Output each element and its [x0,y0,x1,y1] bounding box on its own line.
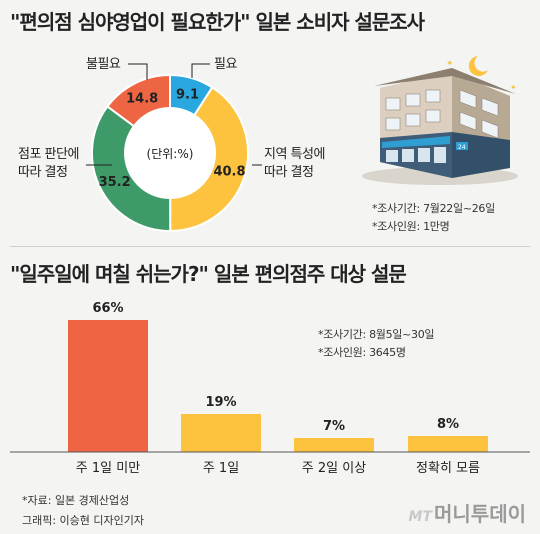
bar-chart: 66% 19% 7% 8% 주 1일 미만 주 1일 주 2일 이상 정확히 모름 [10,301,530,476]
star-icon: ✦ [446,59,454,69]
brand-name: 머니투데이 [434,502,526,526]
bar-value-label: 66% [92,301,123,316]
convenience-store-illustration: ✦ ✦ 24 [362,56,518,185]
pie-label-region: 지역 특성에 따라 결정 [264,147,325,180]
bar [408,436,488,452]
x-tick-label: 주 1일 미만 [76,461,140,476]
brand-logo: MT 머니투데이 [409,498,526,527]
pie-value-label: 9.1 [176,88,199,103]
pie-value-label: 35.2 [99,175,131,190]
x-tick-label: 주 1일 [203,461,239,476]
star-icon: ✦ [510,83,517,92]
survey2-period: *조사기간: 8월5일~30일 [318,328,435,341]
graphic-credit: 그래픽: 이승현 디자인기자 [22,514,145,527]
bar [181,414,261,452]
section-divider [10,246,530,247]
donut-chart: (단위:%) 9.1 40.8 35.2 14.8 [91,73,249,233]
donut-hole [124,107,216,199]
pie-label-pilyo: 필요 [214,57,237,72]
bar-value-label: 7% [323,419,345,434]
bar [294,438,374,452]
pie-label-bulpil: 불필요 [86,57,121,72]
survey1-period: *조사기간: 7월22일~26일 [372,202,495,215]
pie-value-label: 40.8 [213,164,245,179]
chart-title-2: "일주일에 며칠 쉬는가?" 일본 편의점주 대상 설문 [10,262,407,286]
chart-title-1: "편의점 심야영업이 필요한가" 일본 소비자 설문조사 [10,10,425,34]
pie-value-label: 14.8 [126,92,158,107]
bar-value-label: 8% [437,417,459,432]
svg-text:24: 24 [458,144,466,151]
unit-label: (단위:%) [147,147,194,161]
brand-prefix: MT [408,509,432,525]
moon-icon [468,56,488,76]
survey2-people: *조사인원: 3645명 [318,346,406,359]
source-note: *자료: 일본 경제산업성 [22,494,130,507]
x-tick-label: 주 2일 이상 [302,461,366,476]
survey1-people: *조사인원: 1만명 [372,220,450,233]
pie-leader-lines [86,63,262,166]
pie-label-store: 점포 판단에 따라 결정 [18,147,79,180]
bar [68,320,148,452]
bar-value-label: 19% [205,395,236,410]
x-tick-label: 정확히 모름 [416,461,480,476]
